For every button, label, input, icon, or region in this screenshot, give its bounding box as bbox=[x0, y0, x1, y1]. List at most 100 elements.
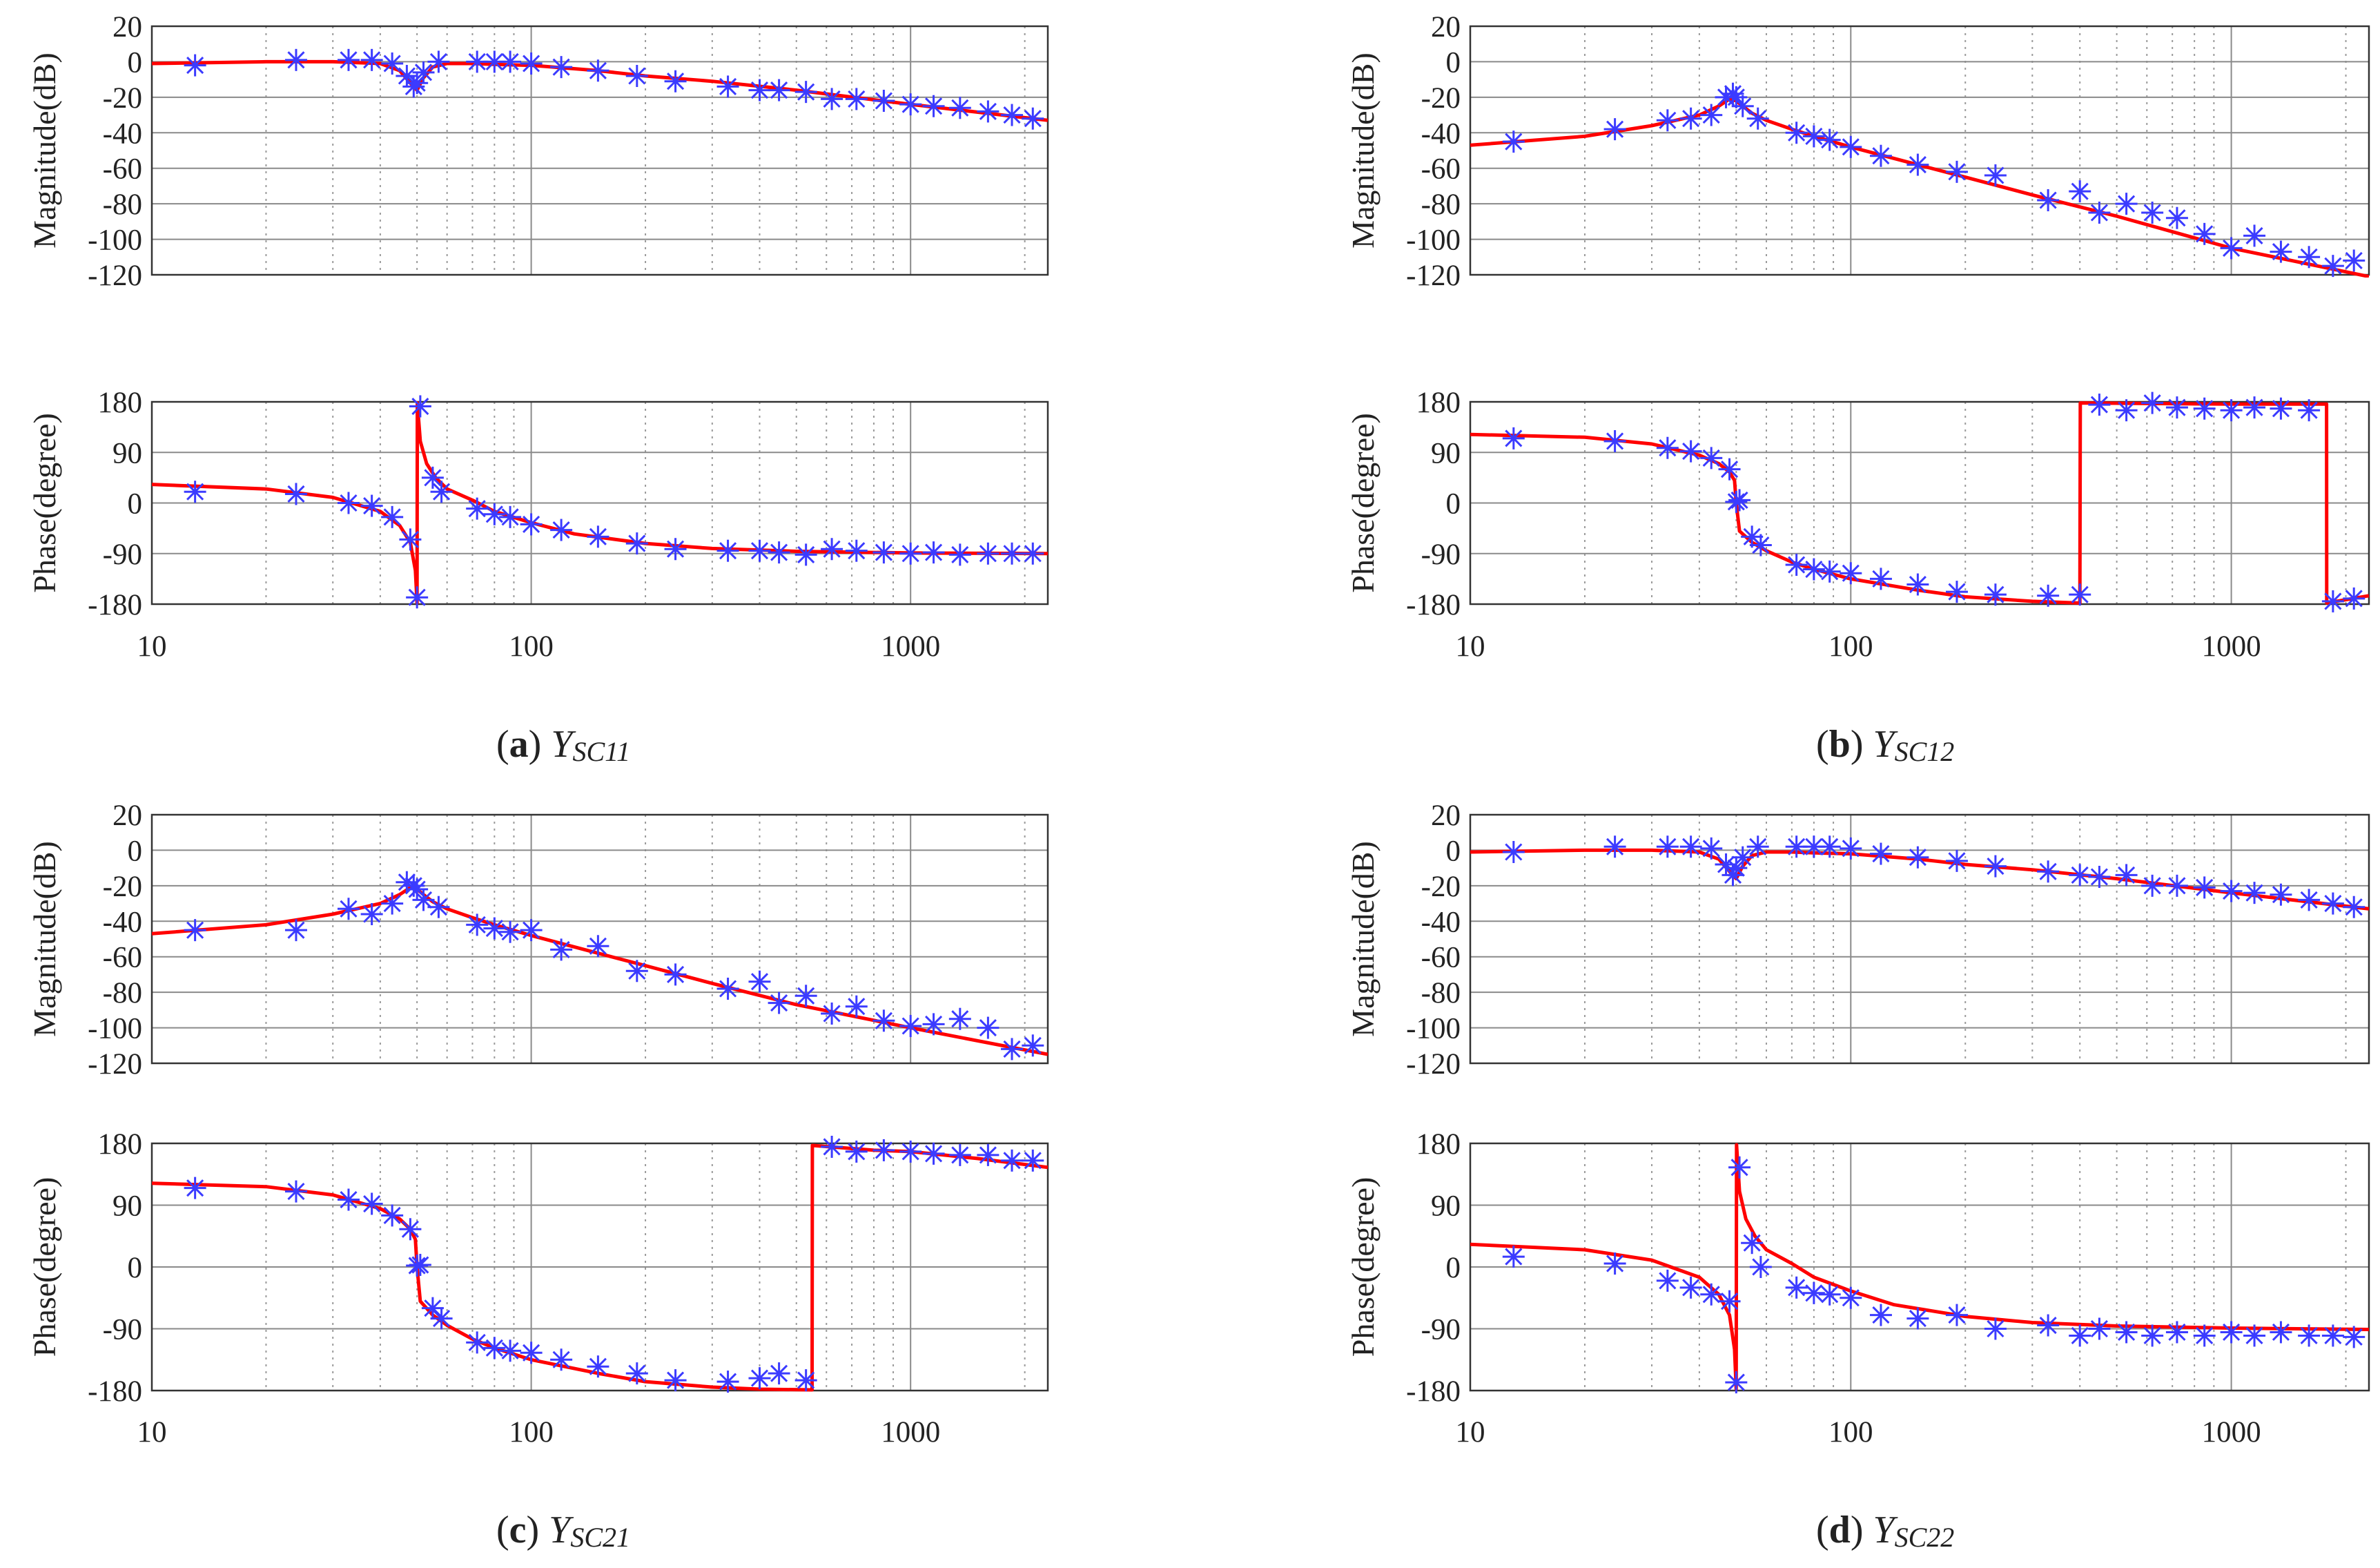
asterisk-marker bbox=[1818, 835, 1841, 858]
asterisk-marker bbox=[483, 1337, 506, 1359]
y-axis-label: Phase(degree) bbox=[27, 413, 62, 593]
y-tick-label: 0 bbox=[128, 488, 143, 521]
x-tick-label: 10 bbox=[137, 630, 167, 663]
asterisk-marker bbox=[922, 1142, 945, 1165]
asterisk-marker bbox=[406, 878, 429, 900]
panel-caption: (b) YSC12 bbox=[1816, 723, 1954, 767]
asterisk-marker bbox=[1749, 1256, 1772, 1278]
asterisk-marker bbox=[1945, 160, 1968, 183]
x-tick-label: 1000 bbox=[2202, 1416, 2261, 1449]
asterisk-marker bbox=[948, 1007, 971, 1030]
asterisk-marker bbox=[2037, 584, 2060, 607]
asterisk-marker bbox=[1802, 1281, 1825, 1304]
asterisk-marker bbox=[427, 896, 450, 918]
asterisk-marker bbox=[2220, 237, 2243, 260]
y-axis-label: Phase(degree) bbox=[1345, 413, 1381, 593]
asterisk-marker bbox=[2298, 889, 2321, 911]
asterisk-marker bbox=[2220, 399, 2243, 422]
y-tick-label: 0 bbox=[128, 835, 143, 867]
asterisk-marker bbox=[794, 543, 817, 566]
asterisk-marker bbox=[1022, 1149, 1044, 1172]
x-tick-label: 10 bbox=[1456, 630, 1485, 663]
asterisk-marker bbox=[2141, 391, 2164, 414]
asterisk-marker bbox=[716, 75, 739, 98]
asterisk-marker bbox=[360, 494, 383, 517]
asterisk-marker bbox=[2270, 883, 2292, 906]
asterisk-marker bbox=[2321, 1324, 2344, 1347]
asterisk-marker bbox=[2243, 1324, 2266, 1347]
asterisk-marker bbox=[948, 1143, 971, 1166]
asterisk-marker bbox=[768, 541, 790, 564]
asterisk-marker bbox=[625, 1362, 648, 1385]
asterisk-marker bbox=[794, 1369, 817, 1392]
asterisk-marker bbox=[587, 525, 609, 548]
asterisk-marker bbox=[2115, 1321, 2138, 1344]
asterisk-marker bbox=[2165, 874, 2188, 897]
asterisk-marker bbox=[2321, 590, 2344, 612]
y-tick-label: -40 bbox=[1421, 117, 1461, 150]
asterisk-marker bbox=[421, 466, 444, 489]
asterisk-marker bbox=[499, 50, 522, 73]
asterisk-marker bbox=[1741, 1232, 1764, 1255]
y-tick-label: -40 bbox=[103, 906, 142, 938]
asterisk-marker bbox=[2220, 1321, 2243, 1344]
y-tick-label: 0 bbox=[1446, 835, 1461, 867]
y-tick-label: 90 bbox=[1431, 437, 1461, 470]
y-tick-label: 0 bbox=[128, 1252, 143, 1284]
y-tick-label: -60 bbox=[1421, 153, 1461, 186]
asterisk-marker bbox=[748, 539, 771, 562]
asterisk-marker bbox=[716, 539, 739, 562]
x-tick-label: 10 bbox=[1456, 1416, 1485, 1449]
asterisk-marker bbox=[499, 1339, 522, 1362]
y-tick-label: -180 bbox=[1406, 589, 1461, 621]
asterisk-marker bbox=[768, 991, 790, 1014]
plot-frame bbox=[1469, 813, 2370, 1065]
asterisk-marker bbox=[2069, 864, 2091, 887]
asterisk-marker bbox=[1749, 534, 1772, 556]
asterisk-marker bbox=[284, 1180, 307, 1203]
asterisk-marker bbox=[1785, 122, 1808, 144]
asterisk-marker bbox=[1984, 164, 2007, 186]
asterisk-marker bbox=[1725, 857, 1748, 880]
asterisk-marker bbox=[664, 1369, 687, 1392]
red-curve bbox=[1470, 848, 2369, 911]
y-axis-label: Phase(degree) bbox=[27, 1177, 62, 1357]
asterisk-marker bbox=[899, 1140, 922, 1163]
asterisk-marker bbox=[977, 1143, 999, 1166]
asterisk-marker bbox=[2270, 1321, 2292, 1344]
asterisk-marker bbox=[2243, 396, 2266, 419]
asterisk-marker bbox=[2069, 180, 2091, 203]
asterisk-marker bbox=[1725, 1371, 1748, 1394]
asterisk-marker bbox=[1906, 153, 1929, 176]
asterisk-marker bbox=[1502, 130, 1525, 153]
asterisk-marker bbox=[406, 586, 429, 609]
phase-axes: 180 90 0 -90 -180 Phase(degree) bbox=[27, 387, 1049, 621]
asterisk-marker bbox=[2165, 396, 2188, 419]
asterisk-marker bbox=[922, 541, 945, 564]
asterisk-marker bbox=[483, 503, 506, 525]
asterisk-marker bbox=[1818, 1283, 1841, 1306]
x-tick-label: 100 bbox=[1828, 630, 1873, 663]
y-tick-label: -120 bbox=[88, 1048, 142, 1081]
asterisk-marker bbox=[748, 1367, 771, 1390]
asterisk-marker bbox=[1001, 104, 1024, 126]
asterisk-marker bbox=[2088, 1317, 2111, 1340]
y-tick-label: -100 bbox=[1406, 1013, 1461, 1045]
y-tick-label: -120 bbox=[1406, 260, 1461, 292]
asterisk-marker bbox=[625, 532, 648, 555]
asterisk-marker bbox=[2088, 866, 2111, 888]
asterisk-marker bbox=[948, 97, 971, 119]
phase-axes: 180 90 0 -90 -180 Phase(degree) bbox=[27, 1128, 1049, 1408]
x-tick-label: 100 bbox=[509, 1416, 554, 1449]
asterisk-marker bbox=[381, 505, 404, 528]
asterisk-marker bbox=[430, 481, 453, 503]
asterisk-marker bbox=[2165, 206, 2188, 229]
plot-frame bbox=[1469, 400, 2370, 606]
y-tick-label: 20 bbox=[113, 800, 142, 832]
asterisk-marker bbox=[664, 963, 687, 986]
asterisk-marker bbox=[1603, 835, 1626, 858]
asterisk-marker bbox=[748, 79, 771, 101]
y-tick-label: 0 bbox=[1446, 46, 1461, 79]
y-tick-label: -90 bbox=[103, 539, 142, 571]
asterisk-marker bbox=[845, 995, 868, 1018]
